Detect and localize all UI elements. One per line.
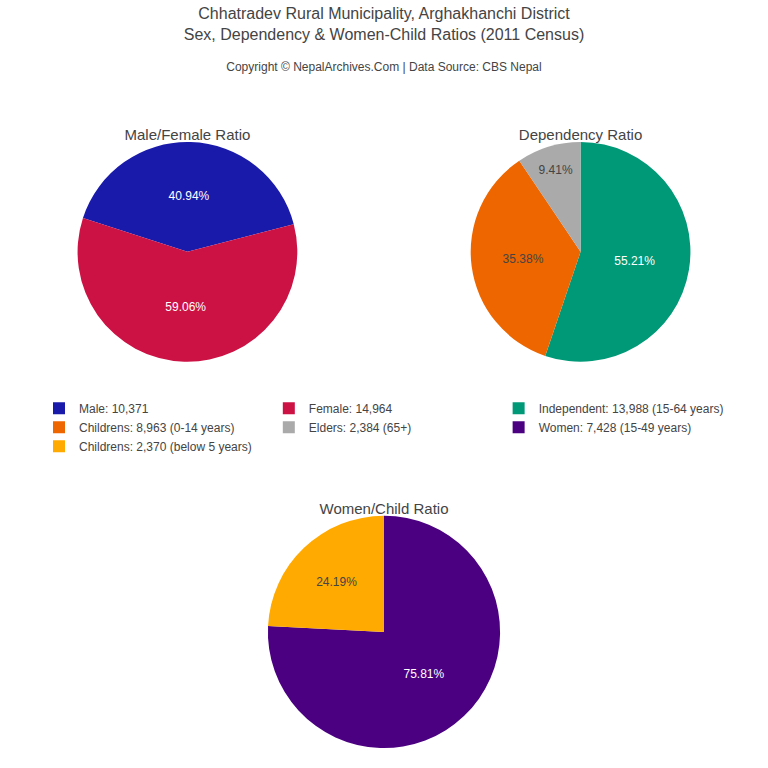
svg-text:9.41%: 9.41% [539,163,573,177]
svg-text:35.38%: 35.38% [503,252,544,266]
svg-text:Elders: 2,384 (65+): Elders: 2,384 (65+) [309,421,411,435]
svg-text:Male: 10,371: Male: 10,371 [79,402,149,416]
svg-text:Male/Female Ratio: Male/Female Ratio [124,126,250,143]
svg-text:Childrens: 8,963 (0-14 years): Childrens: 8,963 (0-14 years) [79,421,234,435]
svg-text:75.81%: 75.81% [403,667,444,681]
svg-text:Independent: 13,988 (15-64 yea: Independent: 13,988 (15-64 years) [539,402,724,416]
svg-text:Childrens: 2,370 (below 5 year: Childrens: 2,370 (below 5 years) [79,440,252,454]
svg-text:59.06%: 59.06% [165,300,206,314]
svg-text:Chhatradev Rural Municipality,: Chhatradev Rural Municipality, Arghakhan… [184,5,585,43]
svg-text:55.21%: 55.21% [614,254,655,268]
svg-text:Women: 7,428 (15-49 years): Women: 7,428 (15-49 years) [539,421,692,435]
svg-text:40.94%: 40.94% [169,189,210,203]
svg-text:Copyright © NepalArchives.Com: Copyright © NepalArchives.Com | Data Sou… [226,60,541,74]
svg-text:Female: 14,964: Female: 14,964 [309,402,393,416]
svg-text:Women/Child Ratio: Women/Child Ratio [320,500,449,517]
svg-text:24.19%: 24.19% [316,575,357,589]
svg-text:Dependency Ratio: Dependency Ratio [519,126,642,143]
